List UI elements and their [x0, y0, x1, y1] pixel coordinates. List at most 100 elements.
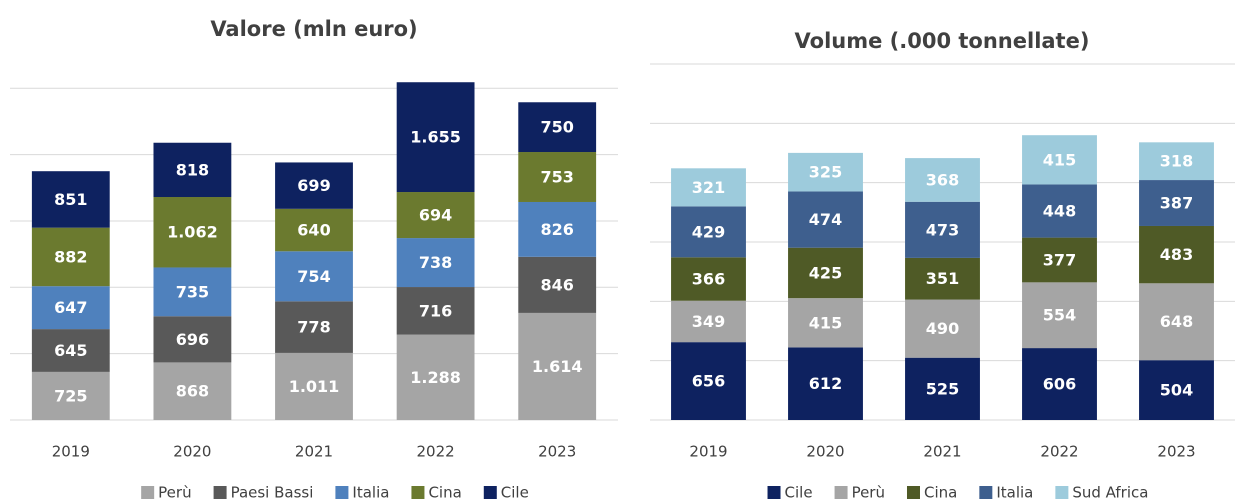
x-tick-label: 2020	[173, 443, 211, 461]
bar-segment	[905, 257, 980, 300]
x-tick-label: 2022	[417, 443, 455, 461]
data-label: 716	[419, 301, 452, 320]
legend-swatch	[335, 486, 349, 499]
x-tick-label: 2022	[1040, 443, 1078, 461]
data-label: 754	[297, 267, 330, 286]
x-tick-label: 2020	[806, 443, 844, 461]
bar-segment	[396, 334, 475, 420]
legend-label: Cina	[428, 484, 461, 502]
bar-segment	[1022, 184, 1097, 238]
data-label: 868	[176, 382, 209, 401]
bar-segment	[671, 257, 746, 301]
bar-segment	[31, 171, 110, 228]
data-label: 473	[926, 220, 959, 239]
data-label: 368	[926, 170, 959, 189]
bar-segment	[1022, 237, 1097, 283]
bar-segment	[396, 238, 475, 288]
bar-segment	[671, 168, 746, 207]
data-label: 694	[419, 206, 452, 225]
bar-segment	[788, 152, 863, 192]
data-label: 648	[1160, 312, 1193, 331]
data-label: 366	[692, 270, 725, 289]
data-label: 640	[297, 221, 330, 240]
bar-segment	[905, 158, 980, 202]
x-tick-label: 2019	[689, 443, 727, 461]
chart-title: Valore (mln euro)	[210, 17, 417, 41]
data-label: 504	[1160, 381, 1193, 400]
data-label: 318	[1160, 152, 1193, 171]
legend-label: Cile	[785, 484, 813, 502]
data-label: 474	[809, 210, 842, 229]
bar-segment	[275, 352, 353, 420]
legend-label: Italia	[352, 484, 389, 502]
bar-segment	[518, 312, 597, 420]
data-label: 738	[419, 253, 452, 272]
bar-segment	[153, 362, 232, 420]
bar-segment	[153, 197, 232, 268]
data-label: 387	[1160, 194, 1193, 213]
data-label: 1.011	[289, 377, 340, 396]
bar-segment	[153, 142, 232, 198]
legend-swatch	[767, 486, 781, 499]
data-label: 321	[692, 178, 725, 197]
data-label: 1.655	[410, 128, 461, 147]
bar-segment	[788, 247, 863, 299]
data-label: 415	[809, 313, 842, 332]
data-label: 647	[54, 298, 87, 317]
bar-segment	[396, 192, 475, 239]
data-label: 448	[1043, 202, 1076, 221]
data-label: 490	[926, 319, 959, 338]
bar-segment	[518, 102, 597, 153]
bar-segment	[1022, 348, 1097, 420]
data-label: 818	[176, 160, 209, 179]
bar-segment	[1139, 180, 1214, 226]
x-tick-label: 2023	[1157, 443, 1195, 461]
data-label: 525	[926, 379, 959, 398]
data-label: 425	[809, 263, 842, 282]
x-tick-label: 2021	[295, 443, 333, 461]
data-label: 882	[54, 247, 87, 266]
data-label: 429	[692, 222, 725, 241]
bar-segment	[518, 201, 597, 257]
data-label: 725	[54, 386, 87, 405]
legend-swatch	[979, 486, 993, 499]
legend-swatch	[411, 486, 425, 499]
data-label: 554	[1043, 306, 1076, 325]
legend-label: Sud Africa	[1072, 484, 1148, 502]
data-label: 612	[809, 374, 842, 393]
bar-segment	[905, 357, 980, 420]
bar-segment	[1022, 282, 1097, 349]
bar-segment	[788, 298, 863, 348]
bar-segment	[1139, 225, 1214, 284]
bar-segment	[275, 162, 353, 209]
bar-segment	[518, 152, 597, 202]
data-label: 351	[926, 269, 959, 288]
legend-swatch	[141, 486, 155, 499]
data-label: 377	[1043, 250, 1076, 269]
legend-label: Italia	[996, 484, 1033, 502]
bar-segment	[275, 208, 353, 252]
data-label: 696	[176, 330, 209, 349]
data-label: 645	[54, 341, 87, 360]
data-label: 846	[540, 275, 573, 294]
bar-segment	[905, 299, 980, 358]
legend-label: Cile	[501, 484, 529, 502]
data-label: 735	[176, 282, 209, 301]
bar-segment	[153, 267, 232, 317]
bar-segment	[788, 347, 863, 420]
data-label: 656	[692, 372, 725, 391]
legend-label: Perù	[852, 484, 885, 502]
bar-segment	[153, 316, 232, 363]
data-label: 606	[1043, 375, 1076, 394]
data-label: 851	[54, 190, 87, 209]
x-tick-label: 2019	[52, 443, 90, 461]
bar-segment	[31, 329, 110, 372]
bar-segment	[1139, 283, 1214, 361]
x-tick-label: 2021	[923, 443, 961, 461]
legend-swatch	[906, 486, 920, 499]
bar-segment	[31, 286, 110, 330]
data-label: 349	[692, 312, 725, 331]
data-label: 753	[540, 168, 573, 187]
data-label: 778	[297, 318, 330, 337]
bar-segment	[275, 301, 353, 353]
